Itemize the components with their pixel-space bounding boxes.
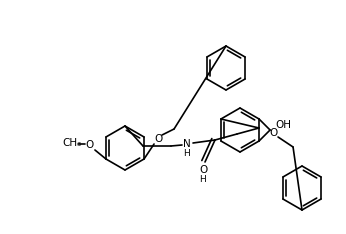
Text: O: O bbox=[269, 128, 277, 138]
Text: O: O bbox=[154, 134, 162, 144]
Text: CH₃: CH₃ bbox=[62, 138, 82, 148]
Text: H: H bbox=[200, 176, 206, 184]
Text: N: N bbox=[183, 139, 191, 149]
Text: O: O bbox=[86, 140, 94, 150]
Text: H: H bbox=[184, 150, 190, 158]
Text: OH: OH bbox=[275, 120, 291, 130]
Text: O: O bbox=[199, 165, 207, 175]
